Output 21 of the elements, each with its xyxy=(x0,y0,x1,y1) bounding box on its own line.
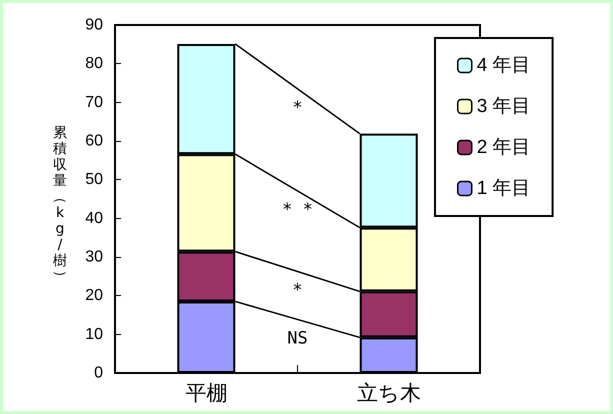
legend-label: 3 年目 xyxy=(476,96,531,117)
annotation: * xyxy=(292,98,303,118)
y-tick-label: 50 xyxy=(85,171,104,188)
legend-label: 4 年目 xyxy=(476,55,531,76)
y-tick-label: 40 xyxy=(85,210,104,227)
annotation: NS xyxy=(287,328,308,348)
y-tick-label: 20 xyxy=(85,287,104,304)
legend-label: 1 年目 xyxy=(476,178,531,199)
y-tick-label: 0 xyxy=(94,364,104,382)
y-tick-label: 90 xyxy=(85,16,104,34)
annotation: * * xyxy=(282,200,313,220)
y-tick-label: 70 xyxy=(85,94,104,111)
y-tick-label: 80 xyxy=(85,55,104,72)
x-tick-label: 立ち木 xyxy=(356,382,421,405)
annotation: * xyxy=(292,280,303,300)
x-tick-label: 平棚 xyxy=(185,382,228,405)
legend-label: 2 年目 xyxy=(476,137,531,158)
y-tick-label: 30 xyxy=(85,248,104,266)
text: 累積収量（kg/樹） xyxy=(52,125,68,284)
y-tick-label: 10 xyxy=(85,326,104,343)
y-tick-label: 60 xyxy=(85,132,104,150)
